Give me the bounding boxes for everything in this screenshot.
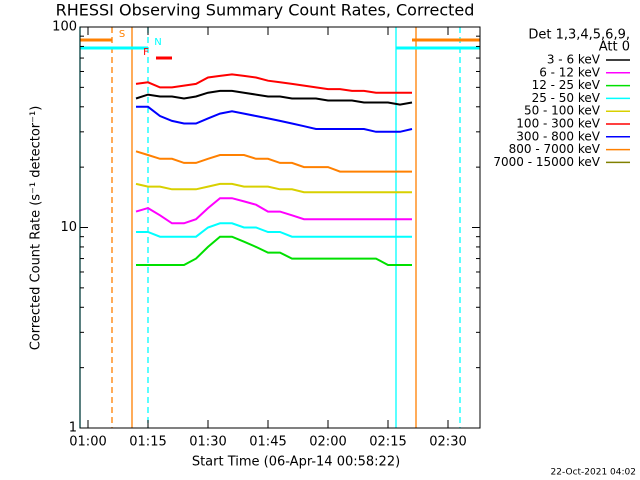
y-tick-label: 1 <box>69 421 77 436</box>
legend-label: 800 - 7000 keV <box>509 142 601 156</box>
x-axis-label: Start Time (06-Apr-14 00:58:22) <box>192 455 400 470</box>
x-tick-label: 01:15 <box>129 435 166 450</box>
y-tick-label: 100 <box>52 20 77 35</box>
legend-label: 50 - 100 keV <box>524 104 601 118</box>
legend-label: 100 - 300 keV <box>516 117 600 131</box>
series-line <box>135 89 413 106</box>
interval-label: S <box>119 29 125 40</box>
series-line <box>135 73 412 94</box>
series-line <box>136 105 413 133</box>
legend-label: 12 - 25 keV <box>532 78 601 92</box>
legend-label: 300 - 800 keV <box>516 129 600 143</box>
interval-label: N <box>154 37 161 48</box>
series-line <box>136 222 412 238</box>
series-line <box>135 197 412 225</box>
legend-title: Det 1,3,4,5,6,9, <box>528 28 630 43</box>
series-line <box>135 150 412 173</box>
x-tick-label: 02:15 <box>369 435 406 450</box>
x-tick-label: 01:45 <box>249 435 286 450</box>
chart-title: RHESSI Observing Summary Count Rates, Co… <box>56 1 475 20</box>
series-line <box>136 235 412 266</box>
legend-label: 7000 - 15000 keV <box>493 155 600 169</box>
x-tick-label: 02:30 <box>429 435 466 450</box>
y-tick-label: 10 <box>60 220 77 235</box>
y-axis-label: Corrected Count Rate (s⁻¹ detector⁻¹) <box>29 106 44 351</box>
x-tick-label: 01:30 <box>189 435 226 450</box>
legend-label: 25 - 50 keV <box>532 91 601 105</box>
series-line <box>135 182 412 194</box>
x-tick-label: 01:00 <box>69 435 106 450</box>
interval-label: F <box>143 47 149 58</box>
legend-label: 3 - 6 keV <box>547 53 601 67</box>
legend-label: 6 - 12 keV <box>539 65 601 79</box>
footer: 22-Oct-2021 04:02 <box>551 468 636 478</box>
legend-title: Att 0 <box>599 40 630 55</box>
x-tick-label: 02:00 <box>309 435 346 450</box>
